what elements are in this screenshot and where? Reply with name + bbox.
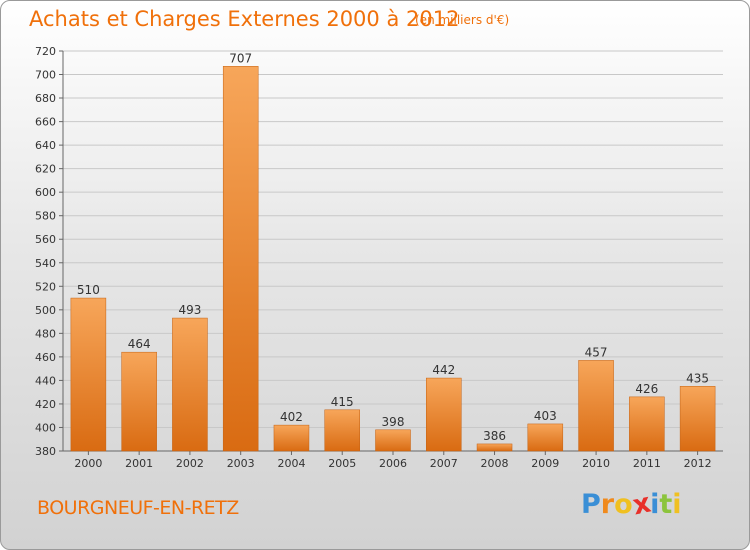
data-label: 442 — [432, 363, 455, 377]
data-label: 398 — [382, 415, 405, 429]
bar — [679, 386, 716, 452]
x-tick-label: 2005 — [328, 457, 356, 470]
x-tick-label: 2002 — [176, 457, 204, 470]
bar — [426, 377, 462, 452]
y-tick-label: 500 — [35, 304, 56, 317]
commune-name: BOURGNEUF-EN-RETZ — [37, 497, 239, 519]
bar — [70, 297, 107, 452]
x-tick-label: 2001 — [125, 457, 153, 470]
bar — [375, 429, 411, 452]
brand-letter: i — [650, 489, 660, 520]
data-label: 386 — [483, 429, 506, 443]
y-tick-label: 560 — [35, 233, 56, 246]
data-label: 464 — [128, 337, 151, 351]
bar — [172, 317, 208, 452]
y-tick-label: 540 — [35, 257, 56, 270]
brand-letter: P — [581, 489, 601, 520]
data-label: 435 — [686, 371, 709, 385]
bars — [70, 66, 716, 452]
y-tick-label: 520 — [35, 280, 56, 293]
x-tick-label: 2007 — [430, 457, 458, 470]
y-tick-label: 720 — [35, 45, 56, 58]
x-tick-label: 2009 — [531, 457, 559, 470]
y-tick-label: 620 — [35, 163, 56, 176]
data-label: 402 — [280, 410, 303, 424]
x-tick-label: 2004 — [277, 457, 305, 470]
x-tick-label: 2006 — [379, 457, 407, 470]
y-tick-label: 580 — [35, 210, 56, 223]
bar — [324, 409, 360, 452]
x-tick-label: 2008 — [481, 457, 509, 470]
data-label: 426 — [635, 382, 658, 396]
y-tick-label: 680 — [35, 92, 56, 105]
chart-title: Achats et Charges Externes 2000 à 2012 — [29, 7, 460, 31]
y-tick-label: 380 — [35, 445, 56, 458]
data-labels: 510 464 493 707 402 415 398 442 386 403 457 426 435 — [77, 51, 709, 443]
bar — [578, 360, 614, 452]
x-tick-label: 2000 — [74, 457, 102, 470]
bar — [527, 423, 564, 452]
y-tick-label: 440 — [35, 374, 56, 387]
data-label: 457 — [585, 345, 608, 359]
data-label: 707 — [229, 51, 252, 65]
y-tick-label: 460 — [35, 351, 56, 364]
chart-subtitle: (en milliers d'€) — [415, 13, 510, 27]
x-tick-label: 2003 — [227, 457, 255, 470]
y-tick-label: 600 — [35, 186, 56, 199]
brand-letter: r — [600, 489, 615, 520]
bar — [273, 424, 310, 452]
brand-letter: o — [614, 489, 633, 520]
brand-logo[interactable]: Proxiti — [581, 488, 682, 522]
y-tick-label: 480 — [35, 327, 56, 340]
bar — [629, 396, 665, 452]
grid-lines — [63, 50, 723, 452]
y-tick-label: 400 — [35, 421, 56, 434]
data-label: 403 — [534, 409, 557, 423]
x-tick-label: 2011 — [633, 457, 661, 470]
data-label: 493 — [178, 303, 201, 317]
x-tick-label: 2010 — [582, 457, 610, 470]
bar — [121, 351, 157, 452]
data-label: 510 — [77, 283, 100, 297]
data-label: 415 — [331, 395, 354, 409]
bar — [476, 443, 513, 452]
y-tick-label: 640 — [35, 139, 56, 152]
y-tick-label: 420 — [35, 398, 56, 411]
axes: 380 400 420 440 460 480 500 520 540 560 580 600 620 6… — [35, 45, 723, 470]
brand-letter: i — [672, 489, 682, 520]
bar — [222, 66, 259, 452]
brand-letter: t — [659, 489, 673, 520]
y-tick-label: 700 — [35, 69, 56, 82]
y-tick-label: 660 — [35, 116, 56, 129]
x-tick-label: 2012 — [684, 457, 712, 470]
